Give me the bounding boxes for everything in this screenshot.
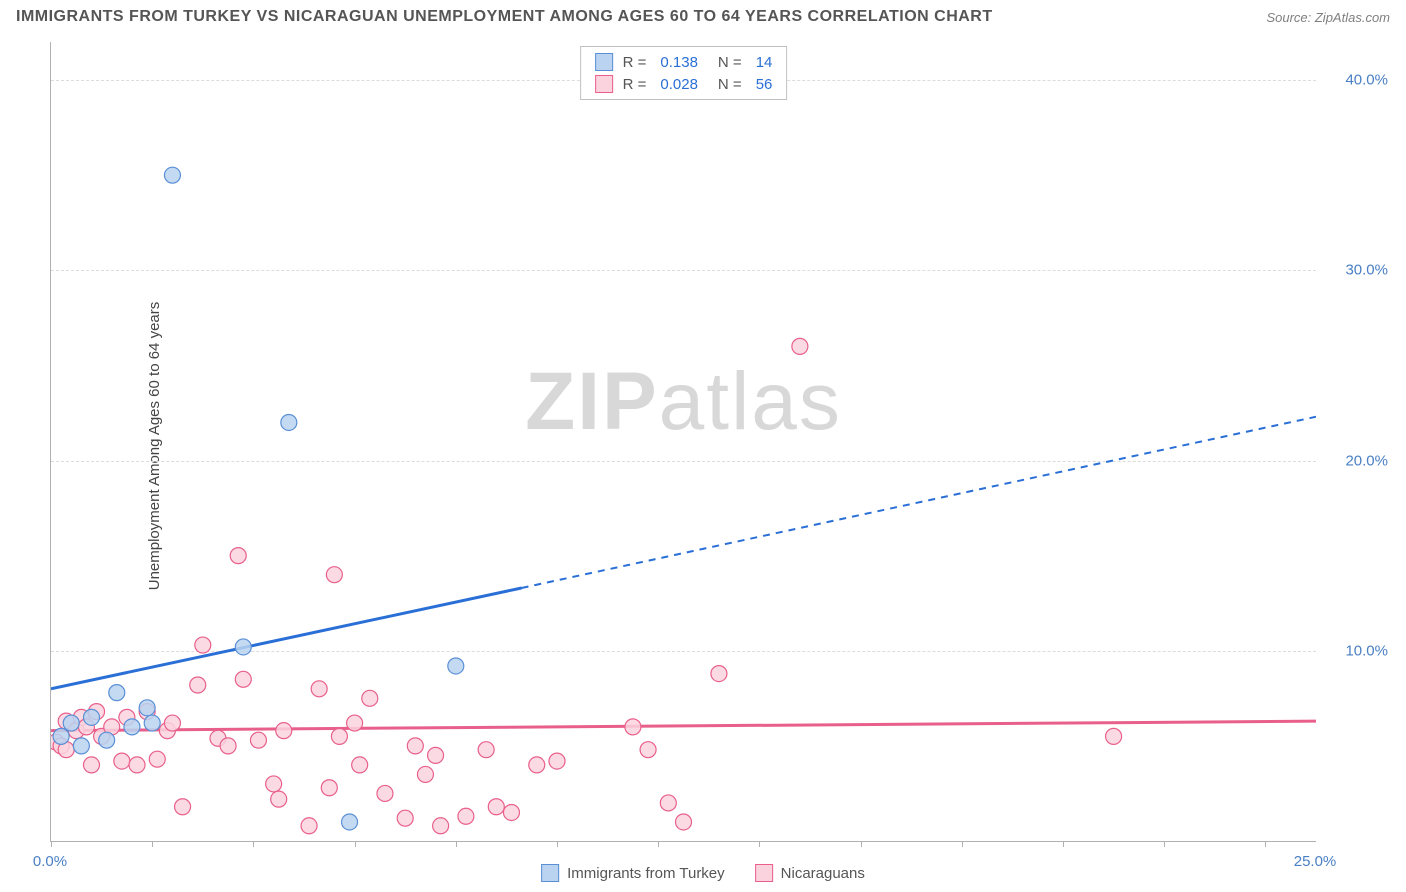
y-tick-label: 10.0% xyxy=(1345,642,1388,659)
legend-label: Immigrants from Turkey xyxy=(567,865,725,882)
source-attribution: Source: ZipAtlas.com xyxy=(1266,10,1390,25)
y-tick-label: 30.0% xyxy=(1345,262,1388,279)
swatch-nicaraguan xyxy=(595,75,613,93)
legend-item-turkey: Immigrants from Turkey xyxy=(541,864,725,882)
swatch-nicaraguan-icon xyxy=(755,864,773,882)
plot-area: ZIPatlas R = 0.138 N = 14 R = 0.028 N = … xyxy=(50,42,1316,842)
legend-label: Nicaraguans xyxy=(781,865,865,882)
y-tick-label: 40.0% xyxy=(1345,72,1388,89)
scatter-plot-svg xyxy=(51,42,1316,841)
legend-row-nicaraguan: R = 0.028 N = 56 xyxy=(595,73,773,95)
legend-row-turkey: R = 0.138 N = 14 xyxy=(595,51,773,73)
y-tick-label: 20.0% xyxy=(1345,452,1388,469)
correlation-legend: R = 0.138 N = 14 R = 0.028 N = 56 xyxy=(580,46,788,100)
x-tick-label: 25.0% xyxy=(1294,853,1337,870)
legend-item-nicaraguan: Nicaraguans xyxy=(755,864,865,882)
chart-title: IMMIGRANTS FROM TURKEY VS NICARAGUAN UNE… xyxy=(16,8,993,26)
series-legend: Immigrants from Turkey Nicaraguans xyxy=(541,864,865,882)
swatch-turkey xyxy=(595,53,613,71)
swatch-turkey-icon xyxy=(541,864,559,882)
x-tick-label: 0.0% xyxy=(33,853,67,870)
